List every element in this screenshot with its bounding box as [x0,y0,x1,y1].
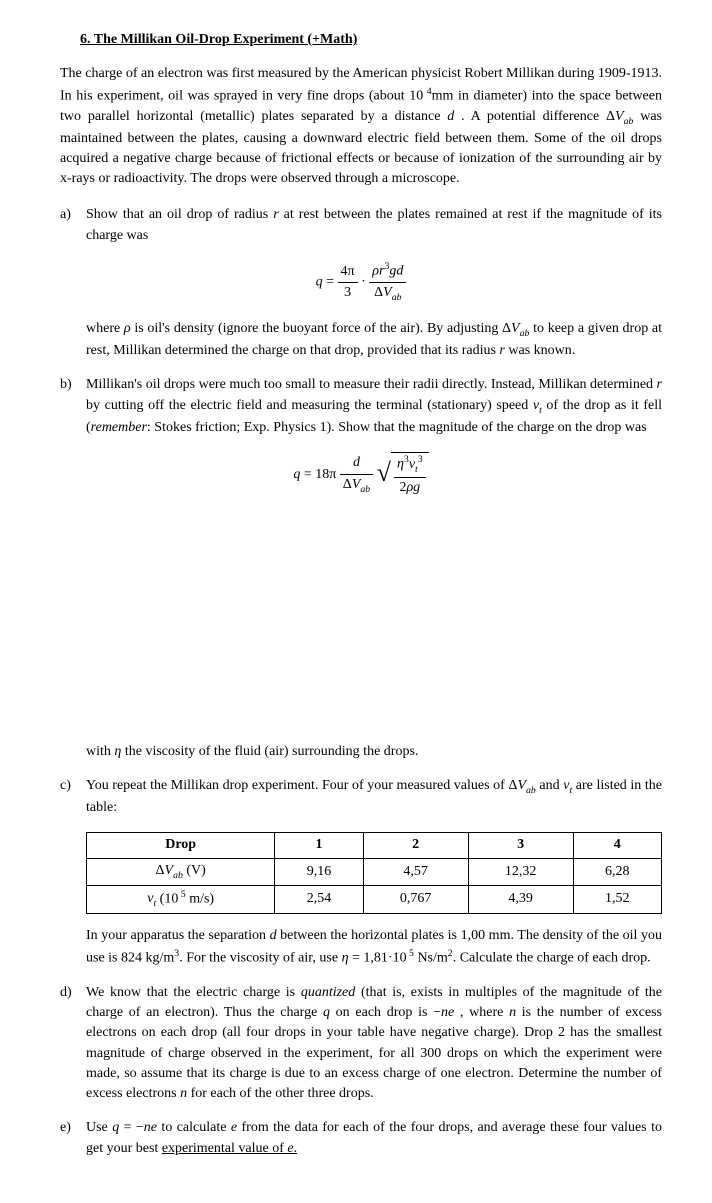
th-3: 3 [468,833,573,858]
item-b-label: b) [60,375,86,438]
intro-paragraph: The charge of an electron was first meas… [60,64,662,189]
table-row: vt (10 5 m/s) 2,54 0,767 4,39 1,52 [87,885,662,914]
table-header-row: Drop 1 2 3 4 [87,833,662,858]
item-d-label: d) [60,983,86,1105]
item-c-text2: In your apparatus the separation d betwe… [86,926,662,968]
row2-label: vt (10 5 m/s) [87,885,275,914]
th-1: 1 [275,833,363,858]
cell: 1,52 [573,885,661,914]
item-c: c) You repeat the Millikan drop experime… [60,776,662,818]
item-e: e) Use q = −ne to calculate e from the d… [60,1118,662,1159]
row1-label: ΔVab (V) [87,858,275,885]
item-e-label: e) [60,1118,86,1159]
item-b-body: Millikan's oil drops were much too small… [86,375,662,438]
th-drop: Drop [87,833,275,858]
th-2: 2 [363,833,468,858]
cell: 4,39 [468,885,573,914]
item-c-body: You repeat the Millikan drop experiment.… [86,776,662,818]
section-title: 6. The Millikan Oil-Drop Experiment (+Ma… [80,30,662,50]
th-4: 4 [573,833,661,858]
data-table: Drop 1 2 3 4 ΔVab (V) 9,16 4,57 12,32 6,… [86,832,662,914]
page-gap [0,542,712,662]
item-d: d) We know that the electric charge is q… [60,983,662,1105]
table-row: ΔVab (V) 9,16 4,57 12,32 6,28 [87,858,662,885]
item-a-label: a) [60,205,86,246]
item-b: b) Millikan's oil drops were much too sm… [60,375,662,438]
cell: 9,16 [275,858,363,885]
table-wrapper: Drop 1 2 3 4 ΔVab (V) 9,16 4,57 12,32 6,… [86,832,662,968]
page-2: with η the viscosity of the fluid (air) … [0,662,712,1203]
item-b-text2: with η the viscosity of the fluid (air) … [86,742,662,762]
item-a-body: Show that an oil drop of radius r at res… [86,205,662,246]
cell: 2,54 [275,885,363,914]
item-c-label: c) [60,776,86,818]
item-e-body: Use q = −ne to calculate e from the data… [86,1118,662,1159]
item-a-text2: where ρ is oil's density (ignore the buo… [86,319,662,361]
page-1: 6. The Millikan Oil-Drop Experiment (+Ma… [0,0,712,542]
item-d-body: We know that the electric charge is quan… [86,983,662,1105]
item-a: a) Show that an oil drop of radius r at … [60,205,662,246]
cell: 0,767 [363,885,468,914]
section-number: 6. [80,32,91,47]
cell: 6,28 [573,858,661,885]
cell: 12,32 [468,858,573,885]
formula-a: q = 4π 3 · ρr3gd ΔVab [60,260,662,305]
formula-b: q = 18π d ΔVab √ η3vt3 2ρg [60,452,662,498]
section-heading: The Millikan Oil-Drop Experiment (+Math) [94,32,358,47]
cell: 4,57 [363,858,468,885]
